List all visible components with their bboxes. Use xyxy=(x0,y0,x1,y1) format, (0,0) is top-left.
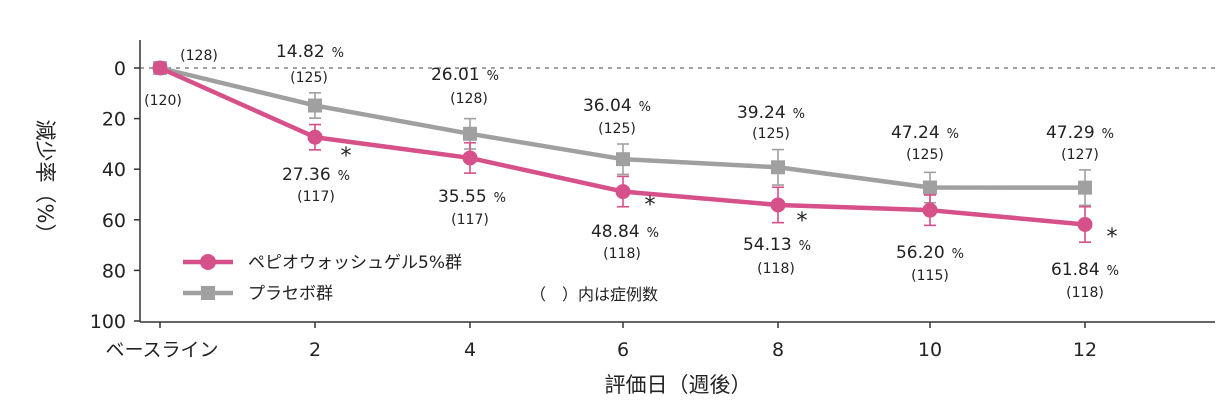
sample-size-note: （ ）内は症例数 xyxy=(530,285,658,304)
sample-size-placebo: (128) xyxy=(450,91,488,107)
data-labels: (128) 14.82 % (125) 26.01 % (128) 36.04 % (125) 39… xyxy=(144,42,1119,301)
significance-star: * xyxy=(1107,225,1118,250)
data-point xyxy=(463,126,477,141)
x-tick-label: 2 xyxy=(309,339,321,361)
sample-size-pepio: (115) xyxy=(911,268,949,284)
axes: 0 20 40 60 80 100 ベースライン 2 4 6 8 10 12 xyxy=(90,40,1215,361)
x-tick-label: ベースライン xyxy=(105,339,218,361)
data-point xyxy=(1077,216,1093,232)
sample-size-placebo: (127) xyxy=(1061,147,1099,163)
x-tick-label: 6 xyxy=(617,339,629,361)
sample-size-pepio: (118) xyxy=(757,261,795,277)
y-axis-title: 減少率（%） xyxy=(33,120,57,245)
value-label-placebo: 14.82% xyxy=(276,42,344,62)
y-tick-label: 80 xyxy=(102,260,126,282)
sample-size-placebo: (125) xyxy=(290,70,328,86)
value-label-placebo: 47.29% xyxy=(1046,123,1114,143)
legend-item-placebo: プラセボ群 xyxy=(183,284,333,304)
value-label-pepio: 54.13% xyxy=(743,235,811,255)
sample-size-pepio: (120) xyxy=(144,93,182,109)
sample-size-pepio: (118) xyxy=(603,246,641,262)
sample-size-pepio: (118) xyxy=(1066,285,1104,301)
data-point xyxy=(462,150,478,166)
sample-size-placebo: (125) xyxy=(752,126,790,142)
y-tick-label: 40 xyxy=(102,159,126,181)
legend-swatch-marker xyxy=(200,254,216,270)
value-label-pepio: 48.84% xyxy=(591,222,659,242)
x-tick-label: 8 xyxy=(772,339,784,361)
sample-size-pepio: (117) xyxy=(451,212,489,228)
y-tick-label: 20 xyxy=(102,109,126,131)
legend-swatch-marker xyxy=(201,286,215,300)
legend-item-pepio: ペピオウォッシュゲル5%群 xyxy=(183,253,462,273)
y-tick-label: 0 xyxy=(114,58,126,80)
value-label-placebo: 36.04% xyxy=(583,96,651,116)
data-point xyxy=(1078,180,1092,195)
value-label-pepio: 35.55% xyxy=(438,187,506,207)
sample-size-placebo: (125) xyxy=(598,121,636,137)
sample-size-placebo: (128) xyxy=(180,48,218,64)
data-point xyxy=(923,180,937,195)
y-tick-label: 60 xyxy=(102,210,126,232)
sample-size-pepio: (117) xyxy=(297,189,335,205)
x-axis-title: 評価日（週後） xyxy=(605,373,752,397)
data-point xyxy=(615,184,631,200)
data-point xyxy=(152,60,168,76)
x-tick-label: 4 xyxy=(464,339,476,361)
data-point xyxy=(307,129,323,145)
y-tick-label: 100 xyxy=(90,311,126,333)
legend-label-pepio: ペピオウォッシュゲル5%群 xyxy=(248,253,462,273)
value-label-placebo: 26.01% xyxy=(431,65,499,85)
series-layer xyxy=(152,60,1093,243)
value-label-pepio: 27.36% xyxy=(282,165,350,185)
data-point xyxy=(308,98,322,113)
legend-label-placebo: プラセボ群 xyxy=(248,284,333,304)
series-pepio xyxy=(152,60,1093,243)
value-label-placebo: 47.24% xyxy=(891,123,959,143)
sample-size-placebo: (125) xyxy=(906,147,944,163)
x-tick-label: 10 xyxy=(918,339,942,361)
significance-star: * xyxy=(341,144,352,169)
x-tick-label: 12 xyxy=(1073,339,1097,361)
data-point xyxy=(770,197,786,213)
data-point xyxy=(771,160,785,175)
significance-star: * xyxy=(645,193,656,218)
value-label-pepio: 56.20% xyxy=(896,243,964,263)
value-label-pepio: 61.84% xyxy=(1051,260,1119,280)
value-label-placebo: 39.24% xyxy=(737,103,805,123)
data-point xyxy=(616,152,630,167)
data-point xyxy=(922,202,938,218)
significance-star: * xyxy=(797,209,808,234)
